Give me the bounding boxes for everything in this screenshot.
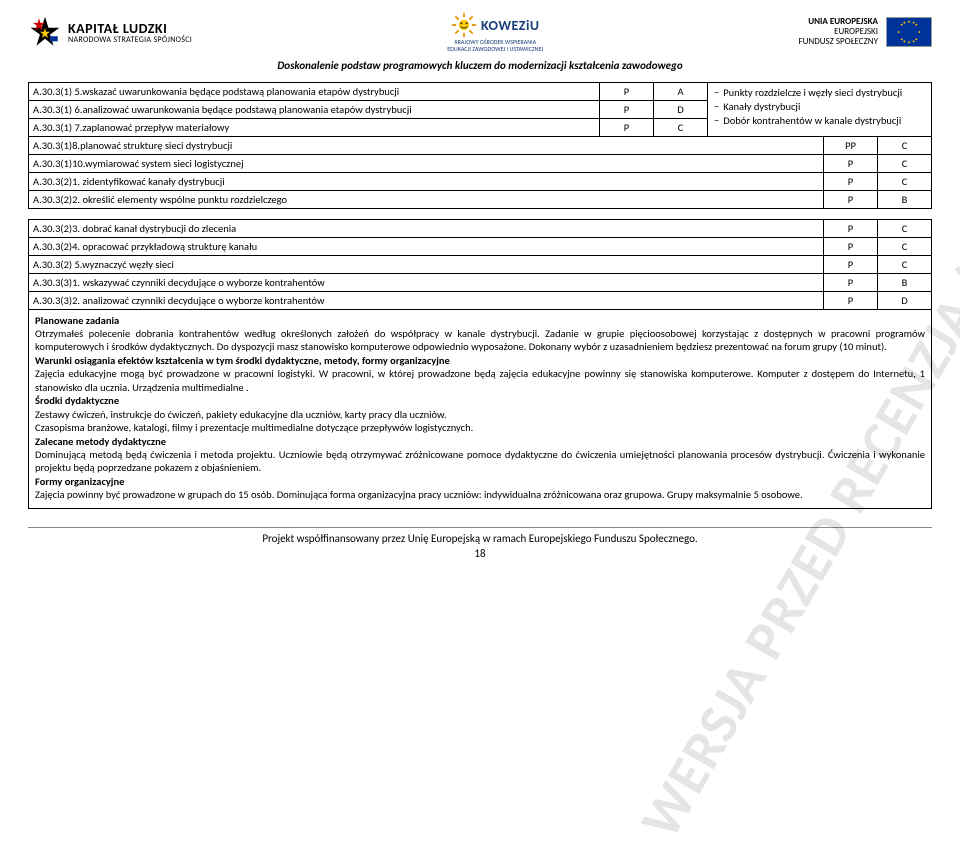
table-cell: P [824, 237, 878, 255]
table-row: A.30.3(2)2. określić elementy wspólne pu… [29, 191, 932, 209]
ue-line3: FUNDUSZ SPOŁECZNY [798, 37, 878, 47]
side-point: Punkty rozdzielcze i węzły sieci dystryb… [714, 86, 925, 99]
plan-p1: Otrzymałeś polecenie dobrania kontrahent… [35, 327, 925, 354]
kapital-star-icon [28, 15, 62, 49]
table-cell: A.30.3(2)2. określić elementy wspólne pu… [29, 191, 824, 209]
page-number: 18 [28, 547, 932, 560]
table-cell: P [824, 256, 878, 274]
table-row: A.30.3(1) 5.wskazać uwarunkowania będące… [29, 82, 708, 100]
logo-koweziu: KOWEZiU KRAJOWY OŚRODEK WSPIERANIA EDUKA… [447, 12, 543, 53]
table-row: A.30.3(2) 5.wyznaczyć węzły sieciPC [29, 256, 932, 274]
table-t2: A.30.3(1)8.planować strukturę sieci dyst… [28, 137, 932, 155]
table-cell: D [654, 100, 708, 118]
plan-p2a: Zajęcia edukacyjne mogą być prowadzone w… [35, 367, 925, 394]
table-cell: A [654, 82, 708, 100]
side-points: Punkty rozdzielcze i węzły sieci dystryb… [708, 82, 932, 137]
logo-kapital-ludzki: KAPITAŁ LUDZKI NARODOWA STRATEGIA SPÓJNO… [28, 15, 192, 49]
table-cell: C [878, 256, 932, 274]
table-cell: P [824, 173, 878, 191]
table-t8: A.30.3(3)1. wskazywać czynniki decydując… [28, 274, 932, 292]
table-t5: A.30.3(2)2. określić elementy wspólne pu… [28, 191, 932, 209]
table-cell: P [824, 274, 878, 292]
table-row: A.30.3(1) 6.analizować uwarunkowania będ… [29, 100, 708, 118]
footer-line: Projekt współfinansowany przez Unię Euro… [28, 532, 932, 545]
plan-p3a: Zestawy ćwiczeń, instrukcje do ćwiczeń, … [35, 408, 925, 421]
footer: Projekt współfinansowany przez Unię Euro… [28, 527, 932, 560]
table-cell: A.30.3(2)4. opracować przykładową strukt… [29, 237, 824, 255]
table-row: A.30.3(2)3. dobrać kanał dystrybucji do … [29, 219, 932, 237]
table-cell: A.30.3(2)3. dobrać kanał dystrybucji do … [29, 219, 824, 237]
table-cell: P [824, 219, 878, 237]
table-row: A.30.3(1) 7.zaplanować przepływ materiał… [29, 118, 708, 136]
plan-p4a: Dominującą metodą będą ćwiczenia i metod… [35, 448, 925, 475]
side-point: Dobór kontrahentów w kanale dystrybucji [714, 114, 925, 127]
koweziu-title: KOWEZiU [481, 17, 540, 34]
logo-eu: UNIA EUROPEJSKA EUROPEJSKI FUNDUSZ SPOŁE… [798, 17, 932, 47]
table-cell: C [878, 219, 932, 237]
table-cell: P [824, 292, 878, 310]
table-cell: D [878, 292, 932, 310]
table-cell: A.30.3(1)10.wymiarować system sieci logi… [29, 155, 824, 173]
table-t3: A.30.3(1)10.wymiarować system sieci logi… [28, 155, 932, 173]
koweziu-sub2: EDUKACJI ZAWODOWEJ I USTAWICZNEJ [447, 46, 543, 52]
eu-flag-icon [886, 17, 932, 47]
plan-p5: Zajęcia powinny być prowadzone w grupach… [35, 488, 925, 501]
table-cell: B [878, 191, 932, 209]
table-cell: A.30.3(3)1. wskazywać czynniki decydując… [29, 274, 824, 292]
table-cell: P [824, 155, 878, 173]
plan-h4: Zalecane metody dydaktyczne [35, 435, 925, 448]
table-t7: A.30.3(2) 5.wyznaczyć węzły sieciPC [28, 256, 932, 274]
table-cell: A.30.3(1) 6.analizować uwarunkowania będ… [29, 100, 600, 118]
table-cell: C [878, 155, 932, 173]
table-row: A.30.3(2)1. zidentyfikować kanały dystry… [29, 173, 932, 191]
table-row: A.30.3(3)1. wskazywać czynniki decydując… [29, 274, 932, 292]
plan-h1: Planowane zadania [35, 314, 925, 327]
table-cell: A.30.3(3)2. analizować czynniki decydują… [29, 292, 824, 310]
table-cell: A.30.3(1) 5.wskazać uwarunkowania będące… [29, 82, 600, 100]
sun-icon [451, 12, 477, 38]
page-root: WERSJA PRZED RECENZJĄ (WERSJA ROBOCZA) K… [0, 0, 960, 568]
table-cell: C [878, 237, 932, 255]
table-cell: C [654, 118, 708, 136]
plan-block: Planowane zadania Otrzymałeś polecenie d… [28, 310, 932, 509]
plan-h5: Formy organizacyjne [35, 475, 925, 488]
table-row: A.30.3(1)10.wymiarować system sieci logi… [29, 155, 932, 173]
table-row: A.30.3(3)2. analizować czynniki decydują… [29, 292, 932, 310]
table-cell: C [878, 173, 932, 191]
kapital-subtitle: NARODOWA STRATEGIA SPÓJNOŚCI [68, 35, 192, 45]
table-cell: A.30.3(1) 7.zaplanować przepływ materiał… [29, 118, 600, 136]
plan-h2: Warunki osiągania efektów kształcenia w … [35, 354, 925, 367]
table-cell: PP [824, 137, 878, 155]
table-cell: A.30.3(2) 5.wyznaczyć węzły sieci [29, 256, 824, 274]
table-cell: A.30.3(2)1. zidentyfikować kanały dystry… [29, 173, 824, 191]
plan-p3b: Czasopisma branżowe, katalogi, filmy i p… [35, 421, 925, 434]
table-cell: P [600, 118, 654, 136]
table-cell: C [878, 137, 932, 155]
table-t4: A.30.3(2)1. zidentyfikować kanały dystry… [28, 173, 932, 191]
table-t9: A.30.3(3)2. analizować czynniki decydują… [28, 292, 932, 310]
table-cell: P [824, 191, 878, 209]
table-row: A.30.3(2)4. opracować przykładową strukt… [29, 237, 932, 255]
side-point: Kanały dystrybucji [714, 100, 925, 113]
table-t6: A.30.3(2)3. dobrać kanał dystrybucji do … [28, 219, 932, 256]
table-cell: P [600, 100, 654, 118]
header: KAPITAŁ LUDZKI NARODOWA STRATEGIA SPÓJNO… [28, 12, 932, 53]
table-t1: A.30.3(1) 5.wskazać uwarunkowania będące… [28, 82, 708, 137]
table-cell: B [878, 274, 932, 292]
row-with-side: A.30.3(1) 5.wskazać uwarunkowania będące… [28, 82, 932, 137]
plan-h3: Środki dydaktyczne [35, 394, 925, 407]
table-row: A.30.3(1)8.planować strukturę sieci dyst… [29, 137, 932, 155]
table-cell: A.30.3(1)8.planować strukturę sieci dyst… [29, 137, 824, 155]
table-cell: P [600, 82, 654, 100]
page-motto: Doskonalenie podstaw programowych klucze… [28, 59, 932, 72]
